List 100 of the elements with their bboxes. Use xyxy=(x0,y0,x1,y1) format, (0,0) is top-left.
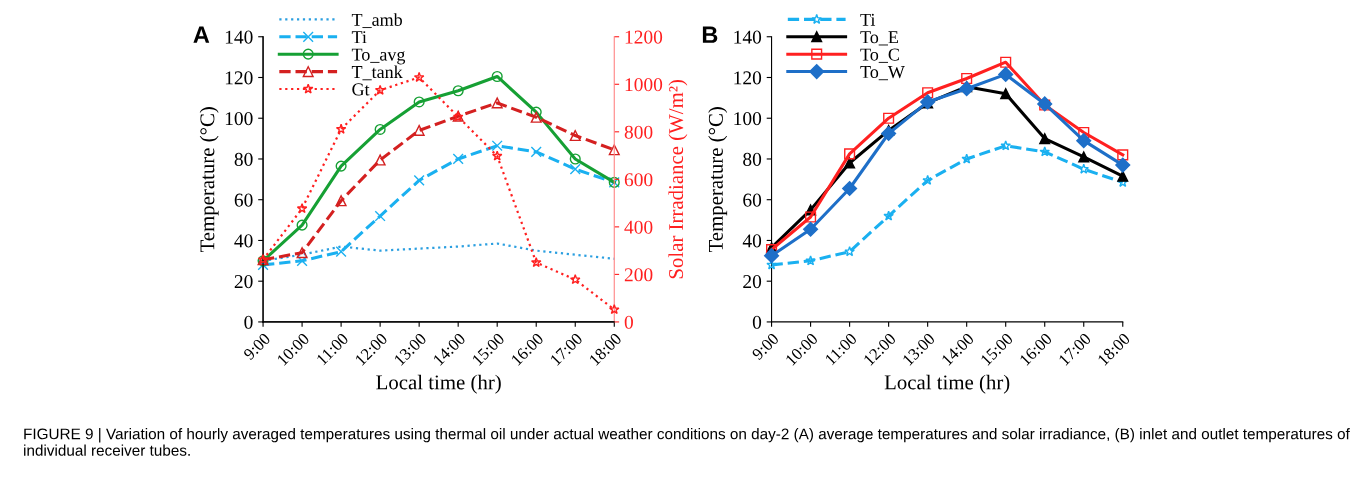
point xyxy=(413,71,425,83)
point xyxy=(1039,146,1051,157)
y-tick-label: 120 xyxy=(734,71,762,85)
point xyxy=(374,210,386,222)
x-axis-title: Local time (hr) xyxy=(884,374,1010,394)
y-axis-title: Temperature (°C) xyxy=(708,107,728,253)
point xyxy=(844,246,855,257)
legend-label: To_E xyxy=(860,31,898,46)
y-tick-label: 40 xyxy=(742,234,762,248)
point xyxy=(805,255,816,266)
legend-label: To_avg xyxy=(351,48,406,65)
point xyxy=(374,154,386,166)
y2-tick-label: 800 xyxy=(624,125,653,139)
y2-tick-label: 0 xyxy=(624,315,633,329)
point xyxy=(1117,170,1129,182)
y-tick-label: 120 xyxy=(225,71,253,85)
point xyxy=(491,150,503,161)
x-tick-label: 9:00 xyxy=(751,332,780,361)
y-tick-label: 20 xyxy=(234,275,253,289)
point xyxy=(922,87,934,99)
y-tick-label: 100 xyxy=(225,112,253,126)
point xyxy=(922,174,933,185)
legend-label: T_amb xyxy=(351,13,402,29)
point xyxy=(763,248,780,264)
y2-tick-label: 600 xyxy=(624,173,653,187)
point xyxy=(335,123,347,134)
legend-label: To_W xyxy=(860,66,905,81)
point xyxy=(530,111,542,123)
y-tick-label: 60 xyxy=(743,193,762,207)
x-axis-title: Local time (hr) xyxy=(376,374,501,394)
y2-tick-label: 1000 xyxy=(625,78,663,92)
y-tick-label: 80 xyxy=(234,152,253,166)
y-tick-label: 140 xyxy=(734,30,762,44)
point xyxy=(805,211,817,223)
y-tick-label: 140 xyxy=(225,30,253,44)
y-tick-label: 0 xyxy=(244,315,253,329)
y-tick-label: 0 xyxy=(752,315,762,329)
point xyxy=(883,210,894,221)
chart-title: A xyxy=(193,26,210,43)
point xyxy=(296,219,308,231)
point xyxy=(961,153,972,164)
y2-tick-label: 400 xyxy=(624,220,653,234)
y2-axis-title: Solar Irradiance (W/m²) xyxy=(668,79,688,279)
y-tick-label: 40 xyxy=(234,234,253,248)
point xyxy=(998,66,1014,83)
point xyxy=(883,112,895,124)
point xyxy=(413,124,425,137)
point xyxy=(569,153,581,165)
point xyxy=(1000,88,1012,100)
point xyxy=(413,96,425,108)
point xyxy=(961,72,973,85)
caption: FIGURE 9 | Variation of hourly averaged temperatures using thermal oil under actual weather conditions on day-2 (A) average temperatures and solar irradiance, (B) inlet and outlet temperatures of individual receiver tubes. xyxy=(24,428,1350,456)
y-tick-label: 100 xyxy=(734,112,762,126)
point xyxy=(374,84,386,95)
point xyxy=(608,304,620,315)
point xyxy=(413,174,425,186)
point xyxy=(296,203,308,214)
point xyxy=(491,97,503,109)
point xyxy=(844,157,856,169)
point xyxy=(491,140,503,152)
legend-label: To_C xyxy=(860,48,899,63)
chart-title: B xyxy=(702,26,718,43)
legend-label: T_tank xyxy=(351,65,403,81)
point xyxy=(959,81,975,97)
y2-tick-label: 1200 xyxy=(625,30,663,44)
y2-tick-label: 200 xyxy=(624,268,653,282)
point xyxy=(844,148,856,160)
y-tick-label: 20 xyxy=(743,275,762,289)
y-axis-title: Temperature (°C) xyxy=(199,107,219,253)
point xyxy=(569,274,581,285)
point xyxy=(1078,151,1090,163)
point xyxy=(296,255,308,267)
point xyxy=(530,146,542,158)
point xyxy=(452,85,464,97)
point xyxy=(452,153,464,165)
point xyxy=(881,125,897,142)
point xyxy=(491,70,503,83)
point xyxy=(1117,149,1129,161)
legend-label: Ti xyxy=(860,13,876,26)
point xyxy=(335,246,347,258)
x-tick-label: 9:00 xyxy=(242,332,271,361)
point xyxy=(1000,56,1012,68)
point xyxy=(1078,163,1090,174)
y-tick-label: 80 xyxy=(743,152,762,166)
point xyxy=(1039,133,1051,145)
point xyxy=(335,195,347,207)
legend-label: Gt xyxy=(352,83,370,96)
point xyxy=(842,180,858,197)
legend-label: Ti xyxy=(351,31,367,44)
point xyxy=(1000,140,1012,151)
point xyxy=(608,144,620,156)
point xyxy=(1076,133,1092,149)
point xyxy=(569,129,581,142)
point xyxy=(569,163,581,175)
point xyxy=(296,247,308,259)
point xyxy=(803,221,819,237)
point xyxy=(335,160,347,172)
point xyxy=(530,256,542,268)
point xyxy=(1115,157,1131,173)
y-tick-label: 60 xyxy=(234,193,253,207)
